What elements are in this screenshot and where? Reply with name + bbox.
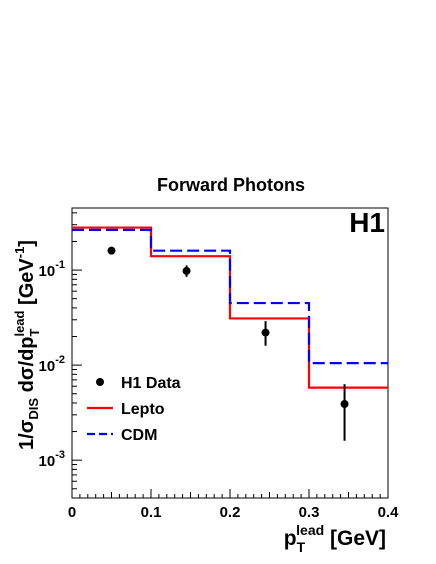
data-point <box>107 246 116 255</box>
legend-label: CDM <box>121 427 157 444</box>
x-tick-label: 0.3 <box>299 504 320 521</box>
x-axis-title: pTlead [GeV] <box>284 522 386 555</box>
data-point <box>182 266 191 275</box>
data-point <box>340 399 349 408</box>
y-axis-title-sup: lead <box>12 310 27 336</box>
y-tick-label: 10-1 <box>39 259 65 280</box>
y-tick-label: 10-3 <box>39 449 65 470</box>
y-axis-title-mid: dσ/dp <box>16 336 38 397</box>
svg-text:1/σDIS dσ/dpTlead [GeV-1]: 1/σDIS dσ/dpTlead [GeV-1] <box>12 240 42 450</box>
y-axis-title-unit: [GeV <box>16 258 38 311</box>
y-axis-title-unit-sup: -1 <box>12 247 27 259</box>
data-point <box>261 328 270 337</box>
svg-text:pTlead [GeV]: pTlead [GeV] <box>284 522 386 555</box>
y-axis-title: 1/σDIS dσ/dpTlead [GeV-1] <box>12 240 42 450</box>
legend-label: H1 Data <box>121 375 181 392</box>
x-axis-title-sub: T <box>297 539 306 555</box>
cdm-histogram <box>72 228 388 365</box>
experiment-label: H1 <box>349 207 385 238</box>
x-tick-label: 0.2 <box>220 504 241 521</box>
x-tick-label: 0.4 <box>378 504 400 521</box>
x-axis-title-unit: [GeV] <box>324 527 386 550</box>
x-axis-title-main: p <box>284 527 297 550</box>
x-tick-label: 0.1 <box>141 504 162 521</box>
legend-label: Lepto <box>121 401 165 418</box>
legend: H1 Data Lepto CDM <box>87 375 181 444</box>
chart-title: Forward Photons <box>157 175 305 195</box>
y-axis-title-unit-end: ] <box>16 240 38 247</box>
y-axis-title-sub: T <box>27 328 42 336</box>
y-axis-title-pre-sub: DIS <box>26 398 41 420</box>
x-tick-label: 0 <box>68 504 76 521</box>
legend-marker-h1-data <box>96 378 104 386</box>
y-tick-label: 10-2 <box>39 354 65 375</box>
x-axis-title-sup: lead <box>296 522 324 538</box>
y-axis-title-pre: 1/σ <box>16 419 38 450</box>
